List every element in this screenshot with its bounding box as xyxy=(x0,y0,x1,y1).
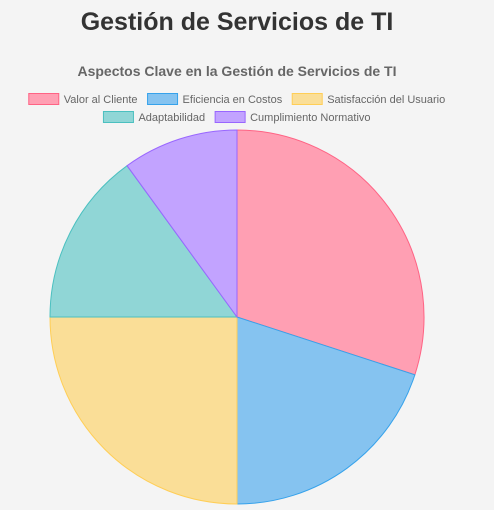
legend-item-valor-al-cliente[interactable]: Valor al Cliente xyxy=(28,93,138,107)
legend-item-eficiencia-en-costos[interactable]: Eficiencia en Costos xyxy=(147,93,283,107)
legend-swatch xyxy=(28,93,60,105)
legend-label: Cumplimiento Normativo xyxy=(250,112,370,124)
page-title: Gestión de Servicios de TI xyxy=(80,8,394,36)
legend-swatch xyxy=(291,93,323,105)
legend-item-adaptabilidad[interactable]: Adaptabilidad xyxy=(102,111,205,125)
chart-title: Aspectos Clave en la Gestión de Servicio… xyxy=(77,63,396,79)
pie-slice-valor-al-cliente[interactable] xyxy=(236,129,425,376)
legend-label: Eficiencia en Costos xyxy=(183,94,283,106)
chart-legend: Valor al Cliente Eficiencia en Costos Sati… xyxy=(28,93,445,125)
pie-slice-eficiencia-en-costos[interactable] xyxy=(236,316,416,505)
legend-swatch xyxy=(102,111,134,123)
legend-item-satisfaccion-del-usuario[interactable]: Satisfacción del Usuario xyxy=(291,93,445,107)
pie-slice-adaptabilidad[interactable] xyxy=(49,165,238,318)
legend-label: Satisfacción del Usuario xyxy=(327,94,445,106)
legend-label: Valor al Cliente xyxy=(64,94,138,106)
legend-swatch xyxy=(214,111,246,123)
pie-slice-satisfaccion-del-usuario[interactable] xyxy=(49,316,238,505)
legend-swatch xyxy=(147,93,179,105)
legend-label: Adaptabilidad xyxy=(138,112,205,124)
pie-slice-cumplimiento-normativo[interactable] xyxy=(126,129,238,319)
pie-slices xyxy=(49,129,425,505)
legend-item-cumplimiento-normativo[interactable]: Cumplimiento Normativo xyxy=(214,111,371,125)
